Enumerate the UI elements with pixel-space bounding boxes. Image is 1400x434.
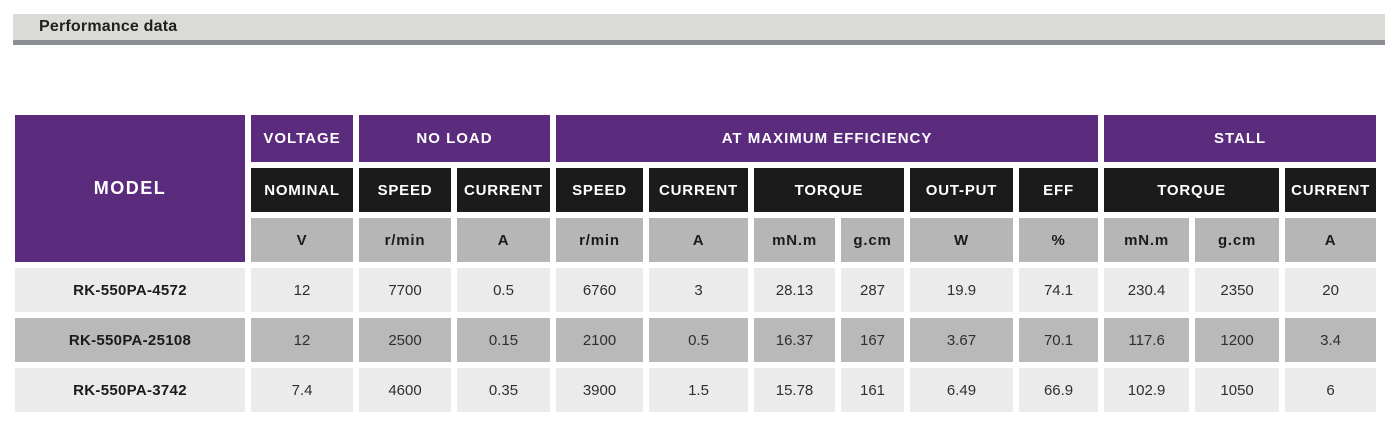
data-cell: 0.35: [457, 368, 551, 412]
unit-me-current: A: [649, 218, 749, 262]
unit-voltage-v: V: [251, 218, 353, 262]
unit-me-torque-mnm: mN.m: [754, 218, 836, 262]
unit-no-load-speed: r/min: [359, 218, 451, 262]
data-cell: 3.67: [910, 318, 1014, 362]
unit-me-torque-gcm: g.cm: [841, 218, 905, 262]
data-cell: 6.49: [910, 368, 1014, 412]
data-cell: 20: [1285, 268, 1377, 312]
unit-stall-current-a: A: [1285, 218, 1377, 262]
data-cell: 0.15: [457, 318, 551, 362]
data-cell: 12: [251, 268, 353, 312]
subheader-stall-torque: TORQUE: [1104, 168, 1280, 212]
section-title: Performance data: [39, 18, 178, 35]
header-model: MODEL: [15, 115, 245, 262]
section-header-bar: Performance data: [13, 14, 1385, 45]
data-cell: 16.37: [754, 318, 836, 362]
group-header-voltage: VOLTAGE: [251, 115, 353, 162]
data-cell: 4600: [359, 368, 451, 412]
data-cell: 3900: [556, 368, 644, 412]
data-cell: 161: [841, 368, 905, 412]
data-cell: 7700: [359, 268, 451, 312]
data-cell: 1050: [1195, 368, 1280, 412]
data-cell: 2500: [359, 318, 451, 362]
table-row: RK-550PA-4572 12 7700 0.5 6760 3 28.13 2…: [15, 268, 1377, 312]
data-cell: 6760: [556, 268, 644, 312]
subheader-me-torque: TORQUE: [754, 168, 905, 212]
model-name: RK-550PA-3742: [15, 368, 245, 412]
unit-me-output-w: W: [910, 218, 1014, 262]
subheader-no-load-current: CURRENT: [457, 168, 551, 212]
data-cell: 167: [841, 318, 905, 362]
data-cell: 70.1: [1019, 318, 1099, 362]
unit-stall-torque-gcm: g.cm: [1195, 218, 1280, 262]
group-header-at-maximum-efficiency: AT MAXIMUM EFFICIENCY: [556, 115, 1099, 162]
data-cell: 7.4: [251, 368, 353, 412]
subheader-me-current: CURRENT: [649, 168, 749, 212]
data-cell: 102.9: [1104, 368, 1190, 412]
data-cell: 15.78: [754, 368, 836, 412]
data-cell: 66.9: [1019, 368, 1099, 412]
subheader-me-eff: EFF: [1019, 168, 1099, 212]
data-cell: 117.6: [1104, 318, 1190, 362]
unit-me-speed: r/min: [556, 218, 644, 262]
data-cell: 2350: [1195, 268, 1280, 312]
data-cell: 12: [251, 318, 353, 362]
unit-stall-torque-mnm: mN.m: [1104, 218, 1190, 262]
unit-me-eff-pct: %: [1019, 218, 1099, 262]
unit-no-load-current: A: [457, 218, 551, 262]
data-cell: 19.9: [910, 268, 1014, 312]
model-name: RK-550PA-4572: [15, 268, 245, 312]
data-cell: 3: [649, 268, 749, 312]
subheader-me-speed: SPEED: [556, 168, 644, 212]
data-cell: 0.5: [457, 268, 551, 312]
subheader-me-output: OUT-PUT: [910, 168, 1014, 212]
table-row: RK-550PA-25108 12 2500 0.15 2100 0.5 16.…: [15, 318, 1377, 362]
data-cell: 287: [841, 268, 905, 312]
subheader-nominal: NOMINAL: [251, 168, 353, 212]
data-cell: 1.5: [649, 368, 749, 412]
model-name: RK-550PA-25108: [15, 318, 245, 362]
table-row: RK-550PA-3742 7.4 4600 0.35 3900 1.5 15.…: [15, 368, 1377, 412]
data-cell: 230.4: [1104, 268, 1190, 312]
subheader-stall-current: CURRENT: [1285, 168, 1377, 212]
data-cell: 1200: [1195, 318, 1280, 362]
data-cell: 6: [1285, 368, 1377, 412]
data-cell: 3.4: [1285, 318, 1377, 362]
performance-table: MODEL VOLTAGE NO LOAD AT MAXIMUM EFFICIE…: [9, 109, 1382, 418]
group-header-stall: STALL: [1104, 115, 1377, 162]
data-cell: 2100: [556, 318, 644, 362]
subheader-no-load-speed: SPEED: [359, 168, 451, 212]
group-header-no-load: NO LOAD: [359, 115, 551, 162]
data-cell: 28.13: [754, 268, 836, 312]
data-cell: 74.1: [1019, 268, 1099, 312]
data-cell: 0.5: [649, 318, 749, 362]
